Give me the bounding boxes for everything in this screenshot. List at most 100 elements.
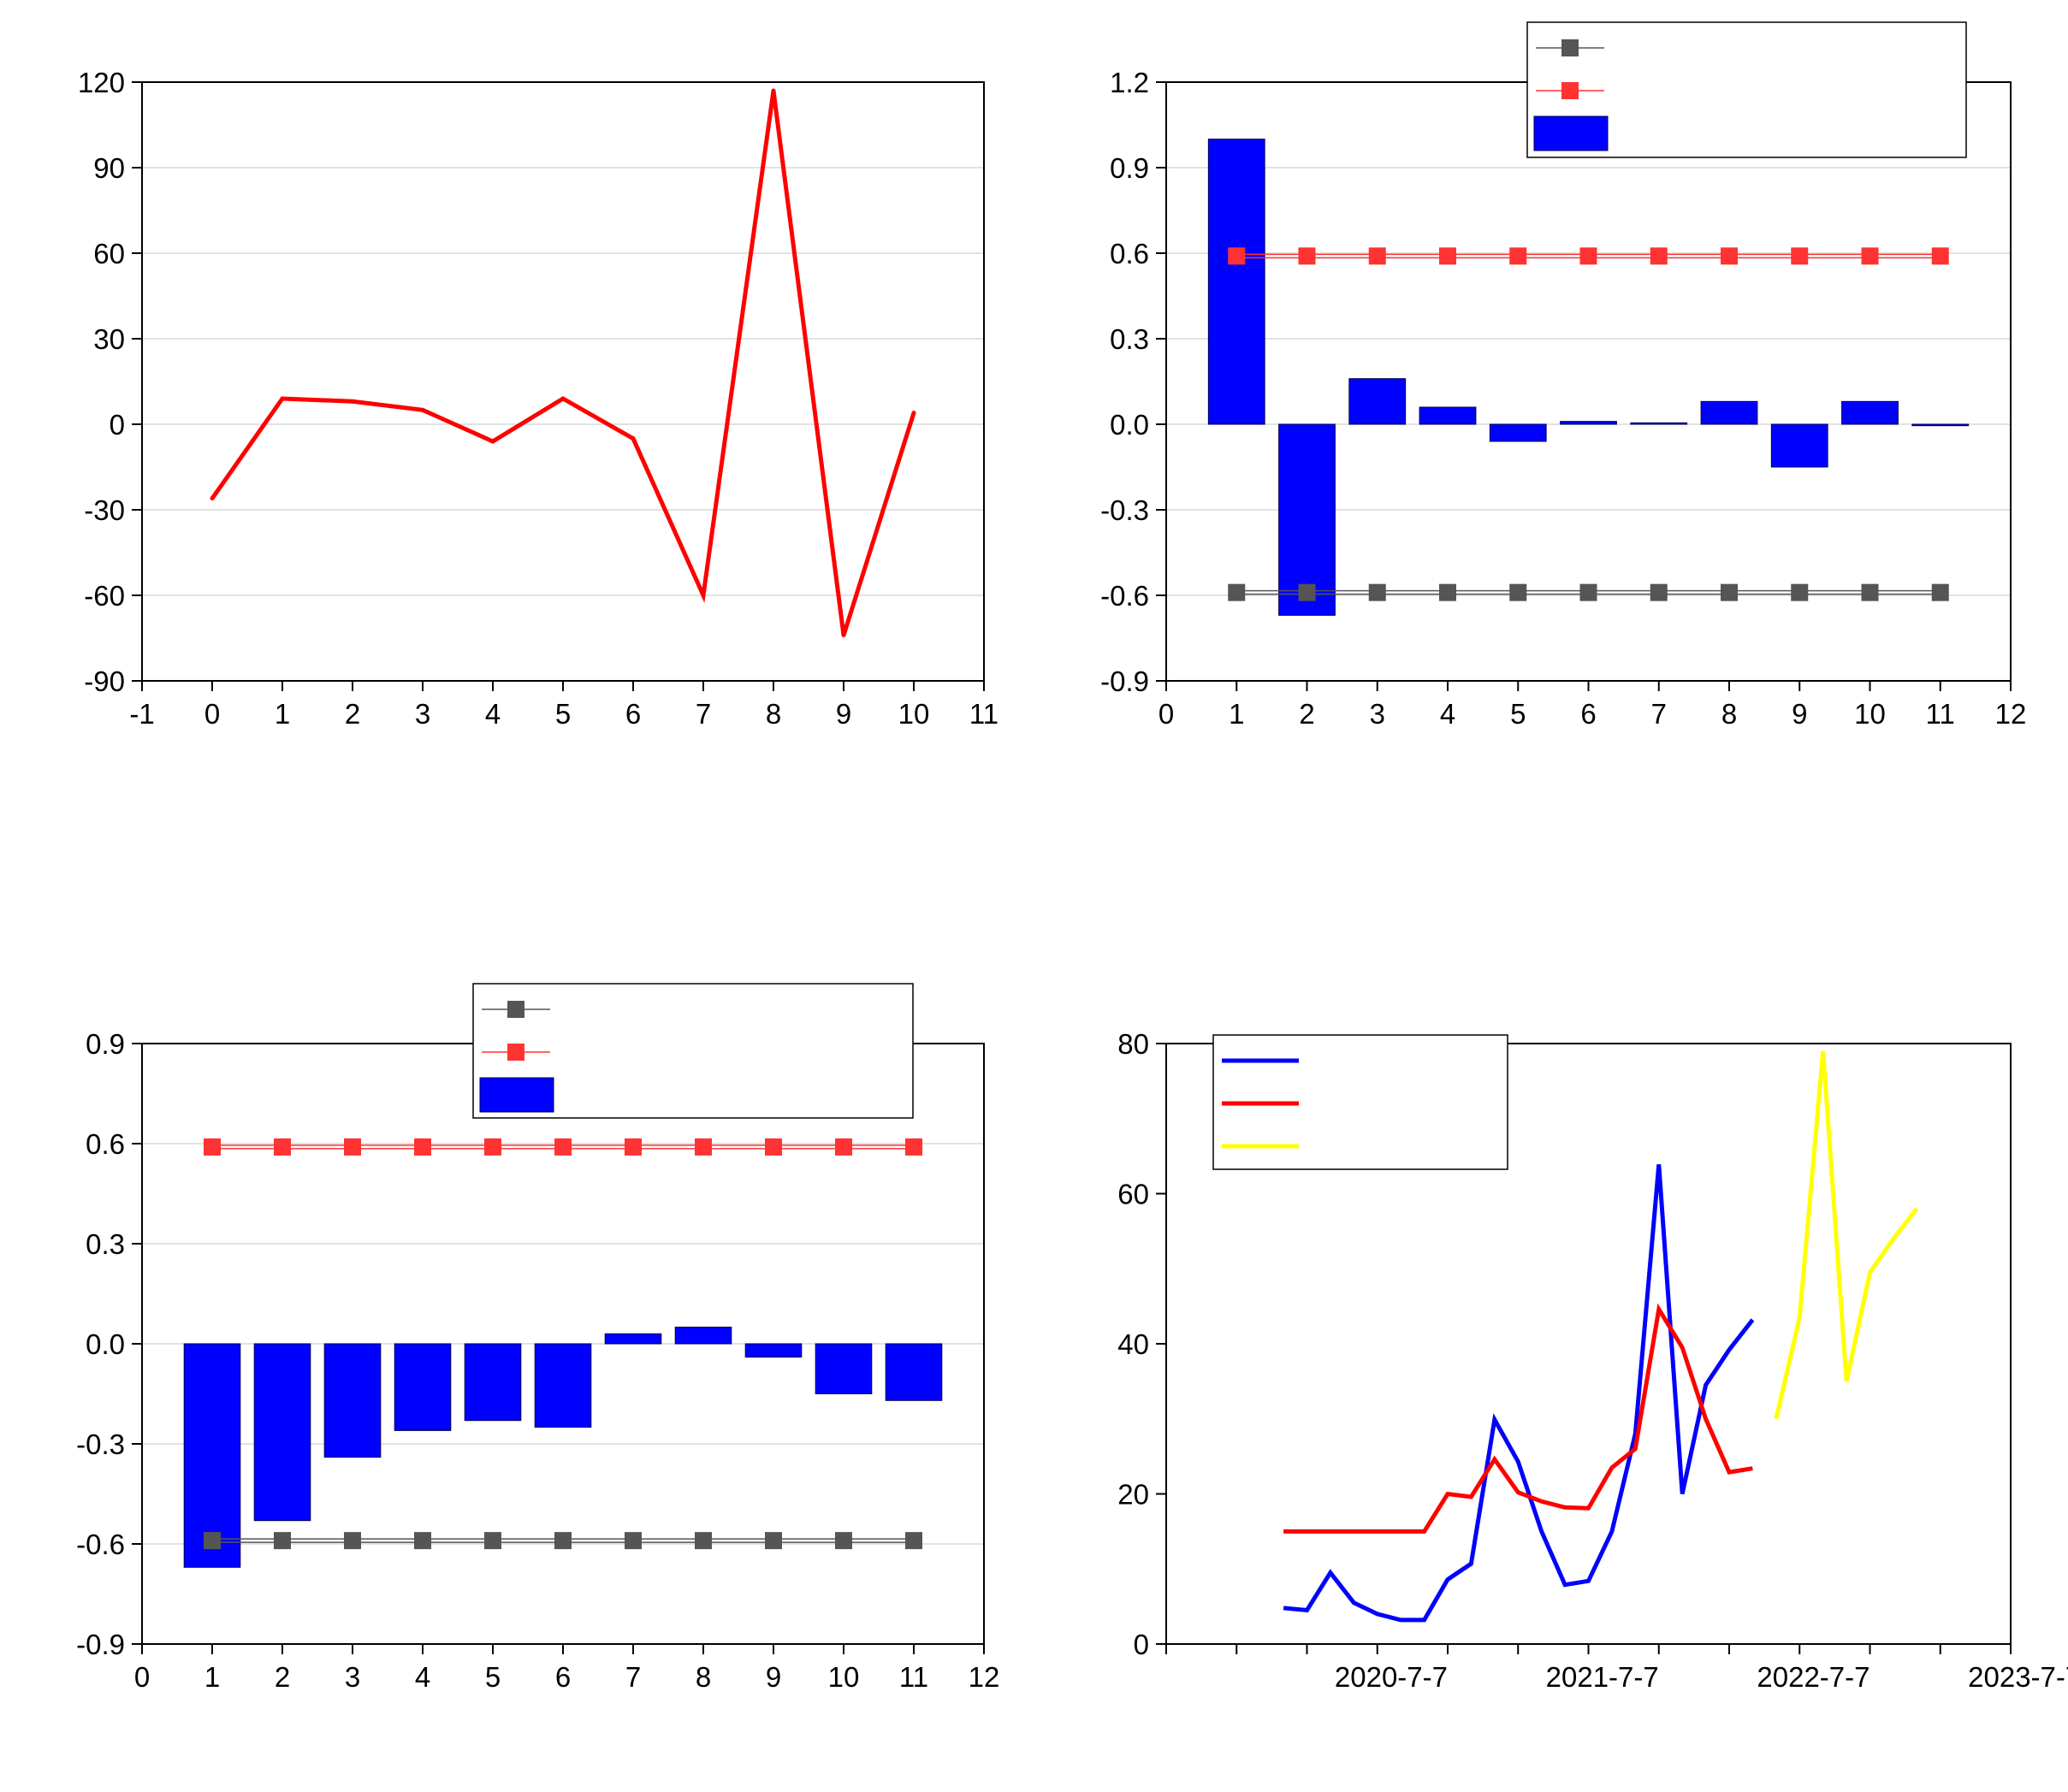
series-line-predicted-value (1774, 1050, 1919, 1420)
acf-bar (815, 1343, 873, 1394)
x-tick-label: 0 (1158, 698, 1174, 730)
acf-bar (1348, 378, 1407, 425)
x-tick-label: 2 (1299, 698, 1314, 730)
y-tick-label: 0.6 (1110, 238, 1149, 269)
lower-bound-marker (1721, 583, 1738, 601)
chart-c: -0.9-0.6-0.30.00.30.60.90 1 2 3 4 5 6 7 8 9 10 11 12 (76, 983, 999, 1693)
acf-bar (1207, 139, 1265, 425)
acf-bar (1560, 421, 1617, 425)
lower-bound-marker (765, 1532, 782, 1550)
upper-bound-marker (1298, 247, 1316, 265)
data-point (701, 593, 706, 598)
legend-marker (1561, 82, 1579, 99)
x-tick-label: 9 (766, 1661, 781, 1693)
x-tick-label: 1 (275, 698, 290, 730)
x-tick-label: -1 (129, 698, 154, 730)
chart-a: -90 -60 -30 0 30 60 90 120 -1 0 1 2 3 4 5 6 7 8 9 10 11 (78, 67, 998, 730)
x-tick-label: 10 (898, 698, 930, 730)
lower-bound-marker (905, 1532, 922, 1550)
acf-bar (885, 1343, 943, 1401)
plot-frame (1165, 1043, 2012, 1645)
lower-bound-marker (1298, 583, 1316, 601)
x-tick-label: 7 (1651, 698, 1667, 730)
lower-bound-marker (1650, 583, 1668, 601)
plot-frame (141, 81, 985, 682)
acf-bar (534, 1343, 592, 1428)
data-point (490, 439, 495, 444)
x-tick-label: 10 (828, 1661, 860, 1693)
y-tick-label: 60 (1117, 1179, 1149, 1210)
upper-bound-marker (1368, 247, 1386, 265)
y-tick-label: 40 (1117, 1328, 1149, 1360)
y-tick-label: 30 (93, 323, 125, 355)
y-tick-label: 0 (1134, 1629, 1149, 1660)
x-tick-label: 4 (415, 1661, 430, 1693)
upper-bound-marker (554, 1138, 572, 1156)
y-tick-label: 0.3 (1110, 323, 1149, 355)
upper-bound-marker (1861, 247, 1879, 265)
x-tick-label: 7 (625, 1661, 641, 1693)
acf-bar (394, 1343, 452, 1431)
upper-bound-marker (625, 1138, 642, 1156)
legend-marker (1561, 39, 1579, 56)
acf-bar (674, 1327, 732, 1345)
lower-bound-marker (484, 1532, 501, 1550)
upper-bound-marker (414, 1138, 431, 1156)
x-tick-label: 0 (134, 1661, 150, 1693)
y-tick-label: 0.9 (1110, 152, 1149, 184)
acf-bar (1278, 423, 1336, 616)
y-tick-label: 80 (1117, 1028, 1149, 1060)
lower-bound-marker (1509, 583, 1527, 601)
lower-bound-marker (1791, 583, 1809, 601)
data-point (210, 496, 215, 501)
lower-bound-marker (1931, 583, 1949, 601)
y-tick-label: 1.2 (1110, 67, 1149, 98)
upper-bound-marker (1579, 247, 1597, 265)
lower-bound-marker (695, 1532, 712, 1550)
y-tick-label: -0.3 (1100, 494, 1149, 526)
x-tick-label: 2 (345, 698, 360, 730)
data-point (771, 88, 776, 93)
upper-bound-marker (835, 1138, 852, 1156)
y-tick-label: 0 (110, 409, 125, 441)
y-tick-label: -30 (84, 494, 125, 526)
x-tick-label: 6 (555, 1661, 571, 1693)
data-point (420, 407, 425, 412)
x-tick-label: 3 (415, 698, 430, 730)
legend-marker (507, 1044, 524, 1061)
legend-swatch (479, 1077, 554, 1113)
y-tick-label: -90 (84, 665, 125, 697)
upper-bound-marker (274, 1138, 291, 1156)
series-line-difference (210, 90, 916, 636)
x-tick-label: 8 (766, 698, 781, 730)
lower-bound-marker (1579, 583, 1597, 601)
x-tick-label: 4 (1440, 698, 1455, 730)
x-tick-label: 11 (899, 1661, 928, 1693)
acf-bar (464, 1343, 522, 1422)
data-point (841, 633, 846, 638)
upper-bound-marker (1509, 247, 1527, 265)
lower-bound-marker (554, 1532, 572, 1550)
upper-bound-marker (344, 1138, 361, 1156)
x-tick-label: 2 (275, 1661, 290, 1693)
x-tick-label: 12 (1995, 698, 2027, 730)
lower-bound-marker (1368, 583, 1386, 601)
x-tick-label: 11 (1926, 698, 1955, 730)
lower-bound-marker (835, 1532, 852, 1550)
x-tick-label: 7 (696, 698, 711, 730)
y-tick-label: -0.6 (1100, 580, 1149, 612)
upper-bound-marker (1439, 247, 1456, 265)
acf-bar (253, 1343, 311, 1522)
x-tick-label: 9 (836, 698, 851, 730)
series-line-true-value (1283, 1164, 1755, 1623)
y-tick-label: -0.9 (1100, 665, 1149, 697)
x-tick-label: 8 (1721, 698, 1737, 730)
lower-bound-marker (274, 1532, 291, 1550)
data-point (631, 436, 636, 441)
y-tick-label: 0.9 (86, 1028, 125, 1060)
x-tick-label: 3 (1370, 698, 1385, 730)
x-tick-label: 2021-7-7 (1546, 1661, 1659, 1693)
chart-d: 0 20 40 60 80 2020-7-7 2021-7-7 2022-7-7 2023-7-… (1117, 1028, 2068, 1693)
data-point (560, 396, 566, 401)
x-tick-label: 5 (555, 698, 571, 730)
